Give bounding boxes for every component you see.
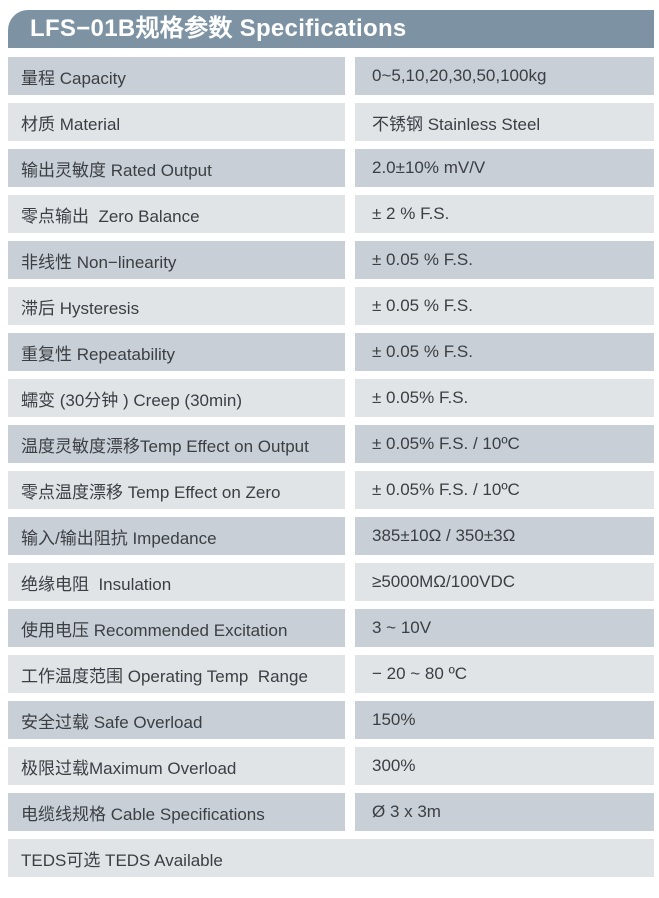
table-row: TEDS可选 TEDS Available [8,839,654,877]
spec-label: 绝缘电阻 Insulation [8,563,345,601]
spec-value: 150% [355,701,654,739]
table-row: 电缆线规格 Cable Specifications Ø 3 x 3m [8,793,654,831]
spec-table: 量程 Capacity 0~5,10,20,30,50,100kg 材质 Mat… [8,57,654,877]
spec-value: ± 0.05 % F.S. [355,241,654,279]
spec-label: 材质 Material [8,103,345,141]
spec-value: Ø 3 x 3m [355,793,654,831]
spec-value: ± 0.05% F.S. / 10ºC [355,425,654,463]
table-row: 零点温度漂移 Temp Effect on Zero ± 0.05% F.S. … [8,471,654,509]
spec-value: 0~5,10,20,30,50,100kg [355,57,654,95]
table-row: 零点输出 Zero Balance ± 2 % F.S. [8,195,654,233]
spec-label: 工作温度范围 Operating Temp Range [8,655,345,693]
spec-value: ≥5000MΩ/100VDC [355,563,654,601]
spec-value: ± 0.05 % F.S. [355,333,654,371]
spec-label: 极限过载Maximum Overload [8,747,345,785]
spec-label: 电缆线规格 Cable Specifications [8,793,345,831]
table-row: 输出灵敏度 Rated Output 2.0±10% mV/V [8,149,654,187]
table-row: 非线性 Non−linearity ± 0.05 % F.S. [8,241,654,279]
spec-label: 滞后 Hysteresis [8,287,345,325]
page-title: LFS−01B规格参数 Specifications [8,10,654,48]
spec-label: 量程 Capacity [8,57,345,95]
spec-value: 2.0±10% mV/V [355,149,654,187]
table-row: 温度灵敏度漂移Temp Effect on Output ± 0.05% F.S… [8,425,654,463]
table-row: 安全过载 Safe Overload 150% [8,701,654,739]
table-row: 工作温度范围 Operating Temp Range − 20 ~ 80 ºC [8,655,654,693]
spec-value: − 20 ~ 80 ºC [355,655,654,693]
spec-label: TEDS可选 TEDS Available [8,839,654,877]
spec-value: ± 0.05 % F.S. [355,287,654,325]
spec-label: 温度灵敏度漂移Temp Effect on Output [8,425,345,463]
spec-label: 零点输出 Zero Balance [8,195,345,233]
spec-label: 蠕变 (30分钟 ) Creep (30min) [8,379,345,417]
table-row: 滞后 Hysteresis ± 0.05 % F.S. [8,287,654,325]
table-row: 使用电压 Recommended Excitation 3 ~ 10V [8,609,654,647]
spec-value: 不锈钢 Stainless Steel [355,103,654,141]
spec-value: ± 2 % F.S. [355,195,654,233]
spec-label: 零点温度漂移 Temp Effect on Zero [8,471,345,509]
table-row: 极限过载Maximum Overload 300% [8,747,654,785]
spec-value: 385±10Ω / 350±3Ω [355,517,654,555]
spec-sheet: LFS−01B规格参数 Specifications 量程 Capacity 0… [8,10,654,877]
spec-value: ± 0.05% F.S. [355,379,654,417]
spec-label: 安全过载 Safe Overload [8,701,345,739]
spec-label: 非线性 Non−linearity [8,241,345,279]
table-row: 绝缘电阻 Insulation ≥5000MΩ/100VDC [8,563,654,601]
table-row: 蠕变 (30分钟 ) Creep (30min) ± 0.05% F.S. [8,379,654,417]
spec-value: 3 ~ 10V [355,609,654,647]
spec-value: 300% [355,747,654,785]
spec-label: 输入/输出阻抗 Impedance [8,517,345,555]
spec-label: 使用电压 Recommended Excitation [8,609,345,647]
spec-value: ± 0.05% F.S. / 10ºC [355,471,654,509]
table-row: 输入/输出阻抗 Impedance 385±10Ω / 350±3Ω [8,517,654,555]
table-row: 重复性 Repeatability ± 0.05 % F.S. [8,333,654,371]
spec-label: 输出灵敏度 Rated Output [8,149,345,187]
table-row: 材质 Material 不锈钢 Stainless Steel [8,103,654,141]
spec-label: 重复性 Repeatability [8,333,345,371]
table-row: 量程 Capacity 0~5,10,20,30,50,100kg [8,57,654,95]
